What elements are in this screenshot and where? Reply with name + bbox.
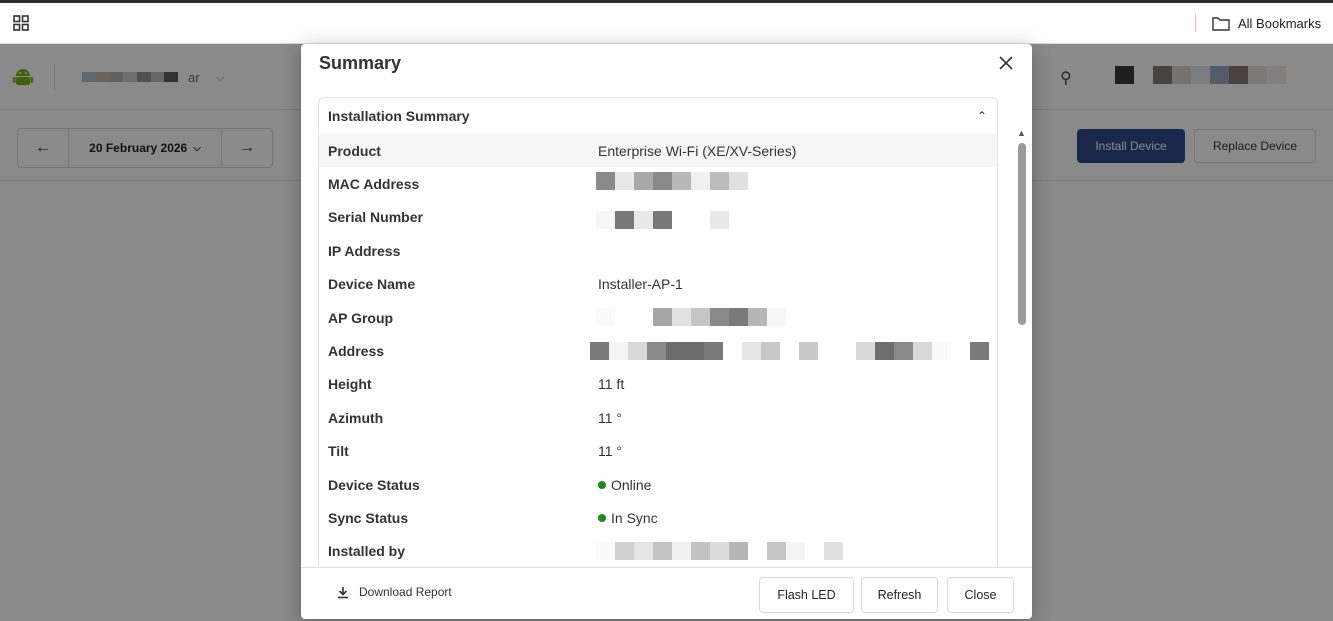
status-value: Online	[598, 477, 651, 493]
replace-device-button[interactable]: Replace Device	[1194, 129, 1316, 163]
row-key: Height	[328, 376, 372, 393]
row-key: AP Group	[328, 309, 394, 326]
row-sync-status: Sync Status In Sync	[319, 501, 997, 534]
row-value: 11 °	[598, 443, 623, 460]
flash-led-button[interactable]: Flash LED	[759, 577, 854, 613]
row-azimuth: Azimuth 11 °	[319, 401, 997, 434]
browser-bookmarks-bar: All Bookmarks	[0, 0, 1333, 44]
download-report-button[interactable]: Download Report	[337, 585, 452, 599]
search-icon[interactable]: ⚲	[1060, 70, 1072, 87]
all-bookmarks-button[interactable]: All Bookmarks	[1212, 12, 1321, 34]
chevron-down-icon: ⌵	[193, 142, 201, 154]
folder-icon	[1212, 16, 1230, 31]
row-tilt: Tilt 11 °	[319, 435, 997, 468]
row-value: Enterprise Wi-Fi (XE/XV-Series)	[598, 142, 797, 159]
row-key: Product	[328, 142, 381, 159]
row-address: Address	[319, 334, 997, 367]
account-avatar-redacted	[82, 72, 179, 82]
android-icon	[13, 69, 33, 85]
row-installed-by: Installed by	[319, 535, 997, 567]
row-key: IP Address	[328, 242, 401, 259]
row-product: Product Enterprise Wi-Fi (XE/XV-Series)	[319, 134, 997, 168]
scroll-up-icon[interactable]: ▲	[1017, 128, 1026, 138]
all-bookmarks-label: All Bookmarks	[1238, 15, 1322, 31]
status-dot-icon	[598, 513, 606, 522]
apps-grid-icon[interactable]	[13, 15, 29, 31]
summary-dialog: Summary Installation Summary ⌃ Product E…	[301, 44, 1032, 619]
date-picker[interactable]: 20 February 2026 ⌵	[68, 129, 222, 167]
bookmarks-divider	[1195, 14, 1196, 32]
row-ip-address: IP Address	[319, 234, 997, 267]
row-key: Device Name	[328, 276, 416, 293]
installation-summary-header[interactable]: Installation Summary ⌃	[319, 98, 997, 134]
scrollbar-thumb[interactable]	[1018, 143, 1026, 325]
status-dot-icon	[598, 480, 606, 489]
row-height: Height 11 ft	[319, 368, 997, 401]
redacted-value	[596, 172, 748, 191]
row-key: Sync Status	[328, 509, 409, 526]
row-device-name: Device Name Installer-AP-1	[319, 268, 997, 301]
redacted-value	[596, 307, 786, 326]
device-status-text: Online	[611, 476, 652, 493]
close-icon[interactable]	[997, 54, 1015, 72]
dialog-scrollbar[interactable]: ▲ ▼	[1016, 128, 1028, 567]
install-device-button[interactable]: Install Device	[1077, 129, 1185, 163]
arrow-right-icon[interactable]: →	[239, 139, 255, 156]
row-value: 11 ft	[598, 376, 625, 393]
header-user-redacted	[1115, 66, 1286, 84]
refresh-button[interactable]: Refresh	[861, 577, 938, 613]
row-device-status: Device Status Online	[319, 468, 997, 501]
header-divider	[54, 64, 55, 90]
date-label: 20 February 2026	[89, 141, 188, 155]
row-key: Tilt	[328, 443, 349, 460]
redacted-value	[596, 541, 843, 560]
status-value: In Sync	[598, 510, 658, 526]
sync-status-text: In Sync	[611, 509, 658, 526]
download-icon	[338, 586, 348, 598]
row-key: Serial Number	[328, 209, 423, 226]
dialog-title: Summary	[319, 53, 402, 73]
chevron-up-icon[interactable]: ⌃	[976, 109, 987, 123]
row-serial-number: Serial Number	[319, 201, 997, 234]
dialog-scroll-area[interactable]: Installation Summary ⌃ Product Enterpris…	[301, 88, 1032, 567]
account-name[interactable]: ar	[188, 70, 200, 85]
section-title: Installation Summary	[328, 108, 470, 124]
chevron-down-icon[interactable]: ⌵	[216, 72, 225, 84]
row-key: Device Status	[328, 476, 420, 493]
download-report-label: Download Report	[359, 585, 452, 599]
row-key: MAC Address	[328, 176, 420, 193]
row-key: Address	[328, 343, 385, 360]
row-key: Azimuth	[328, 409, 384, 426]
redacted-value	[596, 210, 729, 229]
installation-summary-panel: Installation Summary ⌃ Product Enterpris…	[318, 97, 998, 567]
row-value: Installer-AP-1	[598, 276, 683, 293]
dialog-footer: Download Report Flash LED Refresh Close	[301, 567, 1032, 619]
row-ap-group: AP Group	[319, 301, 997, 334]
date-navigator: ← 20 February 2026 ⌵ →	[17, 128, 273, 168]
row-value: 11 °	[598, 409, 623, 426]
row-mac-address: MAC Address	[319, 167, 997, 200]
redacted-value	[590, 342, 989, 361]
arrow-left-icon[interactable]: ←	[35, 139, 51, 156]
close-button[interactable]: Close	[947, 577, 1014, 613]
row-key: Installed by	[328, 543, 406, 560]
